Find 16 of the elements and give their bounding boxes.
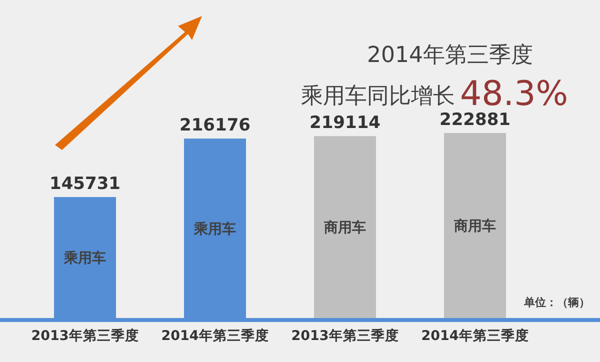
chart-subtitle: 乘用车同比增长 (301, 84, 455, 109)
data-label: 216176 (180, 116, 250, 136)
bar (314, 136, 376, 318)
series-label: 商用车 (323, 219, 366, 236)
data-label: 145731 (50, 174, 120, 194)
x-tick-label: 2013年第三季度 (291, 327, 399, 344)
x-tick-label: 2014年第三季度 (421, 327, 529, 344)
text: 乘用车 (194, 221, 236, 238)
x-tick-label: 2014年第三季度 (161, 327, 269, 344)
annotation: 单位：（辆） (523, 296, 590, 309)
series-label: 乘用车 (63, 250, 106, 267)
chart-title: 2014年第三季度 (367, 43, 533, 68)
text: 商用车 (454, 218, 496, 234)
data-label: 219114 (310, 113, 381, 134)
x-tick-label: 2013年第三季度 (31, 327, 139, 344)
bar (444, 133, 506, 318)
